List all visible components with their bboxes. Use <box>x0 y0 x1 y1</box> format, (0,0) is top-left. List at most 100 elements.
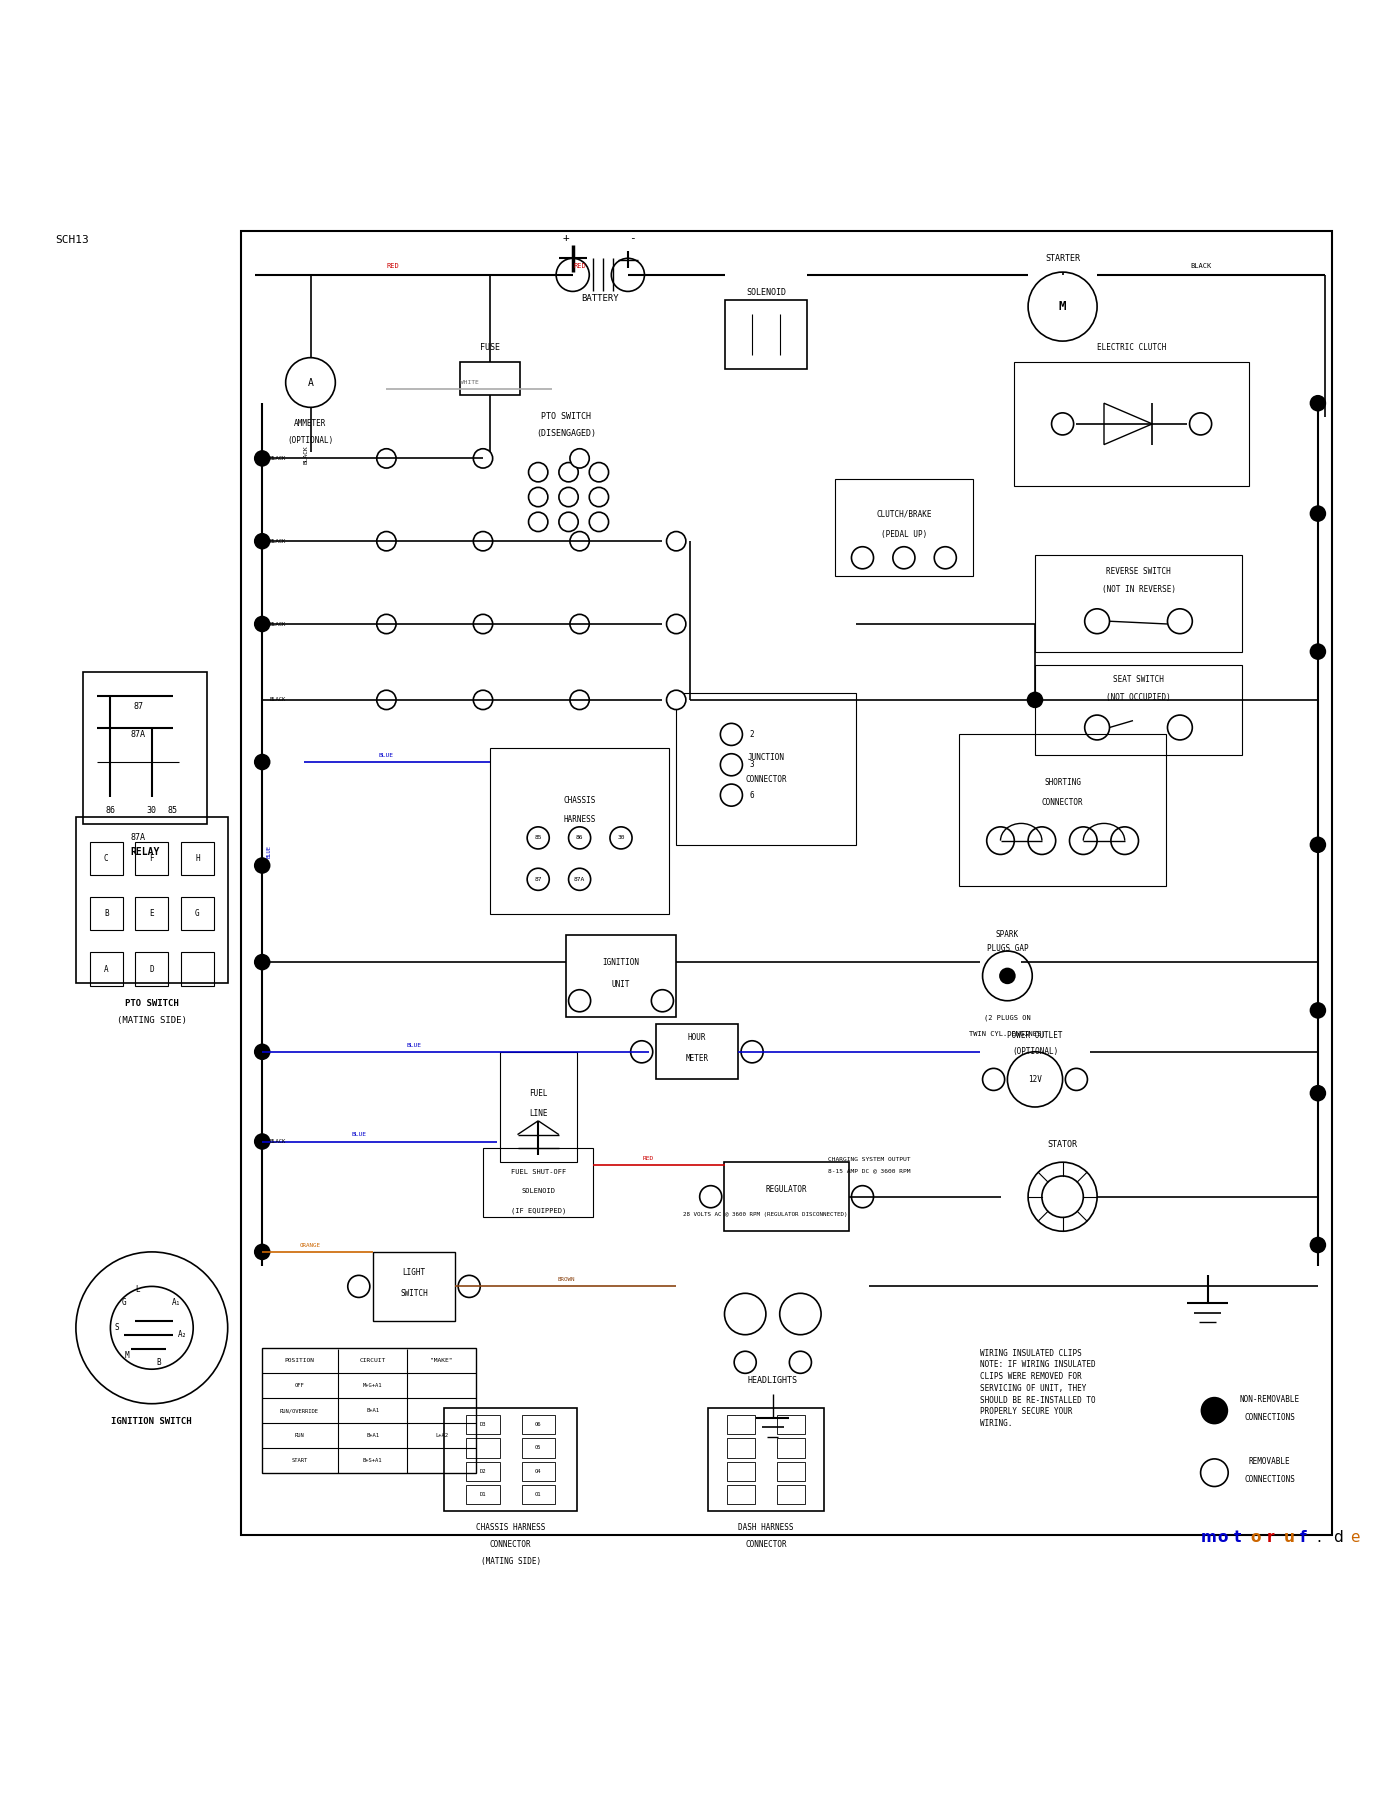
Circle shape <box>741 1040 763 1062</box>
Text: (OPTIONAL): (OPTIONAL) <box>287 436 334 445</box>
Circle shape <box>569 990 591 1012</box>
Text: 86: 86 <box>575 835 584 841</box>
Text: BLACK: BLACK <box>269 697 286 702</box>
Circle shape <box>529 488 548 508</box>
Circle shape <box>1028 1163 1097 1231</box>
Bar <box>262 1348 476 1472</box>
Text: 8-15 AMP DC @ 3600 RPM: 8-15 AMP DC @ 3600 RPM <box>828 1168 911 1174</box>
Circle shape <box>254 450 270 466</box>
Circle shape <box>76 1253 228 1404</box>
Text: -: - <box>629 232 635 243</box>
Bar <box>959 734 1166 886</box>
Circle shape <box>254 1044 270 1060</box>
Text: G: G <box>195 909 200 918</box>
Text: 85: 85 <box>167 806 178 815</box>
Circle shape <box>1111 826 1138 855</box>
Circle shape <box>1167 608 1192 634</box>
Text: A₂: A₂ <box>178 1330 186 1339</box>
Text: JUNCTION: JUNCTION <box>748 754 784 763</box>
Circle shape <box>1085 715 1110 740</box>
Bar <box>460 362 520 394</box>
Text: SCH13: SCH13 <box>55 236 88 245</box>
Circle shape <box>610 826 632 850</box>
Bar <box>135 896 168 931</box>
Circle shape <box>1310 394 1326 412</box>
Circle shape <box>1310 1003 1326 1019</box>
Bar <box>676 693 856 844</box>
Text: M+G+A1: M+G+A1 <box>363 1382 382 1388</box>
Text: BLACK: BLACK <box>269 621 286 626</box>
Text: 86: 86 <box>105 806 116 815</box>
Text: (NOT OCCUPIED): (NOT OCCUPIED) <box>1107 693 1170 702</box>
Bar <box>483 1148 593 1217</box>
Text: PTO SWITCH: PTO SWITCH <box>126 999 178 1008</box>
Text: AMMETER: AMMETER <box>294 419 327 428</box>
Circle shape <box>529 513 548 531</box>
Text: PTO SWITCH: PTO SWITCH <box>541 412 591 421</box>
Text: BLACK: BLACK <box>1190 263 1212 270</box>
Bar <box>373 1253 455 1321</box>
Text: 12V: 12V <box>1028 1075 1042 1084</box>
Bar <box>490 749 669 914</box>
Circle shape <box>473 448 493 468</box>
Circle shape <box>1070 826 1097 855</box>
Text: BLUE: BLUE <box>352 1132 366 1138</box>
Text: SWITCH: SWITCH <box>400 1289 428 1298</box>
Bar <box>708 1408 824 1512</box>
Circle shape <box>734 1352 756 1373</box>
Circle shape <box>720 724 742 745</box>
Text: PLUGS GAP: PLUGS GAP <box>987 943 1028 952</box>
Circle shape <box>254 954 270 970</box>
Text: RELAY: RELAY <box>130 846 160 857</box>
Text: BROWN: BROWN <box>558 1278 574 1282</box>
Bar <box>76 817 228 983</box>
Text: SOLENOID: SOLENOID <box>522 1188 555 1193</box>
Circle shape <box>570 614 589 634</box>
Text: O5: O5 <box>535 1445 541 1451</box>
Text: A: A <box>104 965 109 974</box>
Text: REGULATOR: REGULATOR <box>766 1184 807 1195</box>
Circle shape <box>458 1276 480 1298</box>
Text: B+S+A1: B+S+A1 <box>363 1458 382 1463</box>
Circle shape <box>631 1040 653 1062</box>
Text: POWER OUTLET: POWER OUTLET <box>1007 1031 1063 1040</box>
Circle shape <box>473 689 493 709</box>
Text: (IF EQUIPPED): (IF EQUIPPED) <box>511 1208 566 1213</box>
Text: 87: 87 <box>534 877 542 882</box>
Text: 87A: 87A <box>574 877 585 882</box>
Text: O6: O6 <box>535 1422 541 1427</box>
Text: IGNITION: IGNITION <box>603 958 639 967</box>
Text: M: M <box>1058 301 1067 313</box>
Circle shape <box>667 689 686 709</box>
Bar <box>181 896 214 931</box>
Text: STARTER: STARTER <box>1045 254 1081 263</box>
Bar <box>777 1485 805 1505</box>
Text: FUEL SHUT-OFF: FUEL SHUT-OFF <box>511 1168 566 1175</box>
Bar <box>727 1415 755 1435</box>
Text: SHORTING: SHORTING <box>1045 778 1081 787</box>
Text: UNIT: UNIT <box>611 979 631 988</box>
Text: LINE: LINE <box>529 1109 548 1118</box>
Bar <box>466 1415 500 1435</box>
Text: WIRING INSULATED CLIPS
NOTE: IF WIRING INSULATED
CLIPS WERE REMOVED FOR
SERVICIN: WIRING INSULATED CLIPS NOTE: IF WIRING I… <box>980 1348 1096 1429</box>
Text: o: o <box>1250 1530 1261 1544</box>
Circle shape <box>569 826 591 850</box>
Bar <box>466 1485 500 1505</box>
Bar <box>1035 666 1242 756</box>
Bar <box>466 1462 500 1481</box>
Text: RED: RED <box>573 263 586 270</box>
Bar <box>90 896 123 931</box>
Text: FUSE: FUSE <box>480 344 500 353</box>
Text: G: G <box>121 1298 127 1307</box>
Text: STATOR: STATOR <box>1047 1139 1078 1148</box>
Circle shape <box>1028 272 1097 342</box>
Circle shape <box>1042 1175 1083 1217</box>
Text: BLUE: BLUE <box>266 846 272 859</box>
Text: METER: METER <box>686 1055 708 1064</box>
Text: CONNECTOR: CONNECTOR <box>745 776 787 785</box>
Bar <box>522 1485 555 1505</box>
Bar <box>135 952 168 986</box>
Text: RUN: RUN <box>294 1433 305 1438</box>
Circle shape <box>851 1186 874 1208</box>
Text: RUN/OVERRIDE: RUN/OVERRIDE <box>280 1408 319 1413</box>
